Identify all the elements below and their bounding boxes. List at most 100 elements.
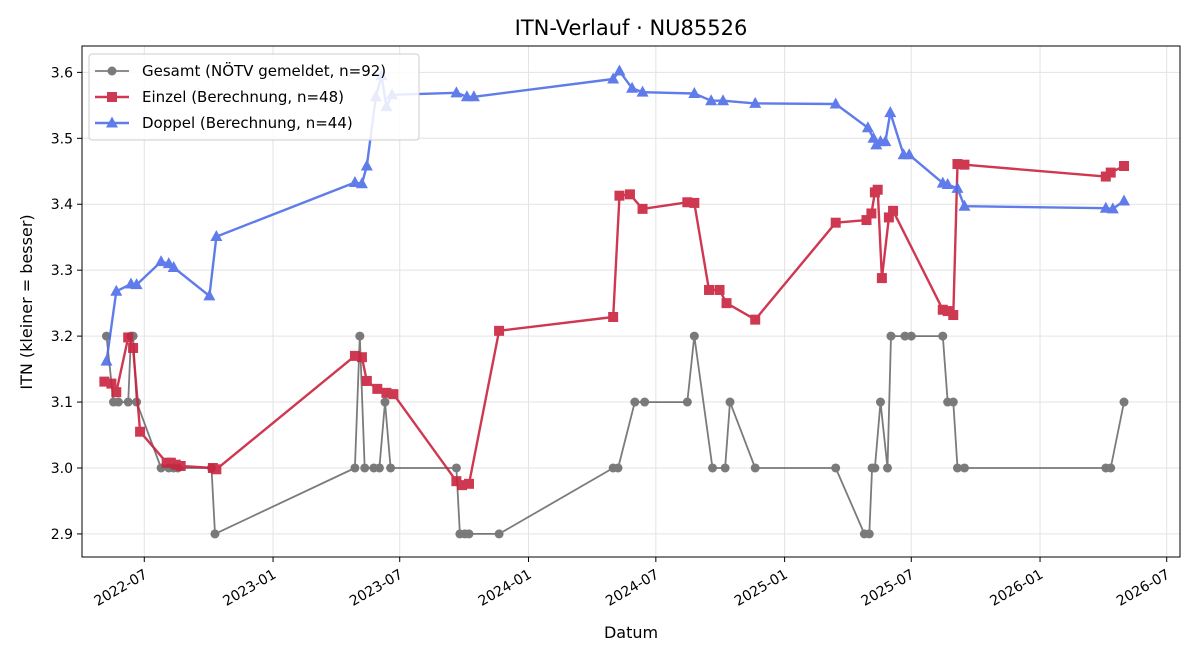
chart-title: ITN-Verlauf · NU85526 <box>515 16 748 40</box>
data-point-gesamt <box>882 463 892 473</box>
legend-item-doppel <box>95 116 129 128</box>
data-point-doppel <box>903 148 916 160</box>
data-point-einzel <box>614 190 625 201</box>
data-point-einzel <box>388 389 399 400</box>
data-point-einzel <box>689 197 700 208</box>
data-point-einzel <box>959 159 970 170</box>
data-point-gesamt <box>113 397 123 407</box>
legend-box <box>88 53 420 141</box>
data-point-doppel <box>110 284 123 296</box>
data-point-doppel <box>688 86 701 98</box>
data-point-doppel <box>360 159 373 171</box>
series-einzel <box>99 159 1130 491</box>
data-point-doppel <box>941 177 954 189</box>
data-point-einzel <box>1119 161 1130 172</box>
data-point-einzel <box>750 314 761 325</box>
data-point-doppel <box>355 177 368 189</box>
data-point-gesamt <box>952 463 962 473</box>
data-point-einzel <box>872 184 883 195</box>
data-point-gesamt <box>355 331 365 341</box>
data-point-einzel <box>99 376 110 387</box>
data-point-einzel <box>704 284 715 295</box>
x-axis-title: Datum <box>604 623 658 642</box>
data-point-doppel <box>203 289 216 301</box>
data-point-einzel <box>608 311 619 322</box>
data-point-gesamt <box>886 331 896 341</box>
data-point-doppel <box>717 94 730 106</box>
data-point-einzel <box>123 332 134 343</box>
y-tick-label: 2.9 <box>51 527 73 543</box>
data-point-gesamt <box>900 331 910 341</box>
data-point-doppel <box>1118 194 1131 206</box>
legend-label-doppel: Doppel (Berechnung, n=44) <box>142 114 353 132</box>
data-point-doppel <box>879 135 892 147</box>
legend-item-gesamt <box>95 66 129 76</box>
data-point-gesamt <box>875 397 885 407</box>
data-point-gesamt <box>451 463 461 473</box>
data-point-gesamt <box>906 331 916 341</box>
data-point-gesamt <box>750 463 760 473</box>
data-point-doppel <box>167 261 180 273</box>
data-point-einzel <box>106 378 117 389</box>
data-point-gesamt <box>640 397 650 407</box>
series-layer <box>99 64 1131 539</box>
data-point-gesamt <box>689 331 699 341</box>
y-tick-label: 3.3 <box>51 263 73 279</box>
data-point-doppel <box>958 199 971 211</box>
data-point-gesamt <box>494 529 504 539</box>
data-point-doppel <box>607 72 620 84</box>
data-point-einzel <box>456 480 467 491</box>
data-point-gesamt <box>1119 397 1129 407</box>
data-point-einzel <box>624 189 635 200</box>
data-point-gesamt <box>864 529 874 539</box>
data-point-doppel <box>155 255 168 267</box>
y-tick-label: 3.0 <box>51 461 73 477</box>
data-point-gesamt <box>938 331 948 341</box>
data-point-doppel <box>130 278 143 290</box>
data-point-einzel <box>451 476 462 487</box>
data-point-gesamt <box>708 463 718 473</box>
data-point-einzel <box>128 342 139 353</box>
data-point-einzel <box>876 273 887 284</box>
data-point-einzel <box>830 217 841 228</box>
data-point-einzel <box>1105 167 1116 178</box>
data-point-gesamt <box>682 397 692 407</box>
data-point-doppel <box>348 175 361 187</box>
data-point-doppel <box>951 181 964 193</box>
y-tick-label: 3.2 <box>51 329 73 345</box>
plot-area-frame <box>81 45 1181 558</box>
data-point-doppel <box>636 85 649 97</box>
data-point-einzel <box>888 205 899 216</box>
data-point-gesamt <box>720 463 730 473</box>
y-tick-label: 3.6 <box>51 65 73 81</box>
data-point-doppel <box>210 230 223 242</box>
legend-label-gesamt: Gesamt (NÖTV gemeldet, n=92) <box>142 61 386 80</box>
legend-item-einzel <box>95 92 129 102</box>
y-tick-label: 3.5 <box>51 131 73 147</box>
data-point-gesamt <box>210 529 220 539</box>
data-point-einzel <box>948 310 959 321</box>
data-point-gesamt <box>360 463 370 473</box>
data-point-gesamt <box>630 397 640 407</box>
data-point-einzel <box>356 352 367 363</box>
data-point-doppel <box>626 81 639 93</box>
data-point-einzel <box>111 387 122 398</box>
y-tick-label: 3.4 <box>51 197 73 213</box>
data-point-einzel <box>211 464 222 475</box>
data-point-gesamt <box>870 463 880 473</box>
legend-label-einzel: Einzel (Berechnung, n=48) <box>142 88 344 106</box>
data-point-gesamt <box>123 397 133 407</box>
data-point-gesamt <box>725 397 735 407</box>
data-point-einzel <box>135 426 146 437</box>
data-point-doppel <box>829 97 842 109</box>
data-point-doppel <box>613 64 626 76</box>
data-point-einzel <box>721 298 732 309</box>
y-axis-title: ITN (kleiner = besser) <box>17 214 36 389</box>
data-point-gesamt <box>374 463 384 473</box>
data-point-doppel <box>450 86 463 98</box>
data-point-doppel <box>884 106 897 118</box>
data-point-gesamt <box>959 463 969 473</box>
data-point-einzel <box>361 375 372 386</box>
